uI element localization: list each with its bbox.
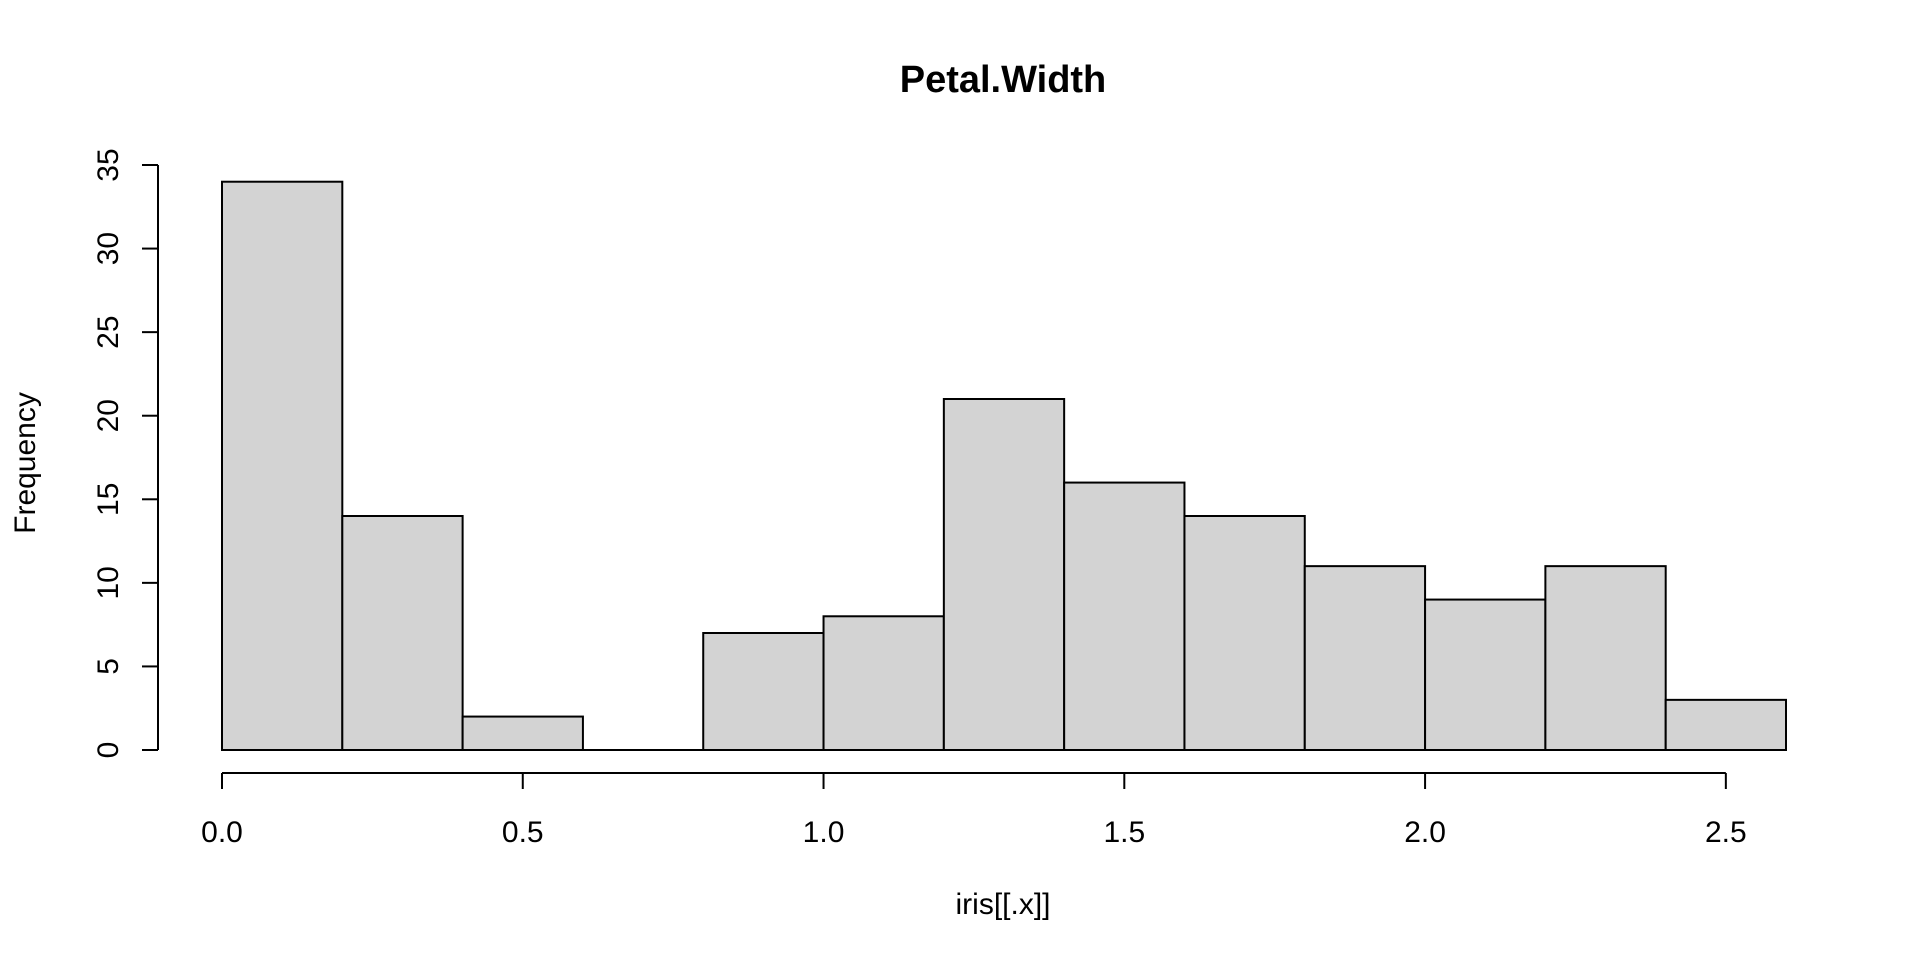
histogram-bar-1 xyxy=(341,515,464,751)
histogram-bar-2 xyxy=(461,715,584,751)
x-tick-label: 1.5 xyxy=(1103,816,1145,849)
y-tick-label: 15 xyxy=(92,483,125,516)
histogram-bar-11 xyxy=(1544,565,1667,752)
histogram-bar-9 xyxy=(1303,565,1427,752)
chart-title: Petal.Width xyxy=(900,59,1107,101)
histogram-bar-4 xyxy=(702,632,825,751)
y-tick-label: 35 xyxy=(92,148,125,181)
histogram-bar-0 xyxy=(221,180,344,751)
x-tick-label: 2.0 xyxy=(1404,816,1446,849)
histogram-bar-5 xyxy=(822,615,945,751)
y-axis-label: Frequency xyxy=(9,392,42,534)
y-axis: 0 5 10 15 20 25 30 35 xyxy=(92,148,159,759)
y-tick-label: 20 xyxy=(92,399,125,432)
x-tick-label: 0.5 xyxy=(502,816,544,849)
y-tick-label: 30 xyxy=(92,232,125,265)
histogram-bar-8 xyxy=(1183,515,1306,751)
x-tick-label: 0.0 xyxy=(201,816,243,849)
x-tick-label: 2.5 xyxy=(1705,816,1747,849)
bars-group xyxy=(221,180,1787,752)
histogram-bar-6 xyxy=(942,398,1066,751)
x-tick-label: 1.0 xyxy=(803,816,845,849)
x-axis-label: iris[[.x]] xyxy=(956,888,1051,921)
y-tick-label: 25 xyxy=(92,315,125,348)
y-tick-label: 5 xyxy=(92,658,125,675)
y-tick-label: 10 xyxy=(92,566,125,599)
histogram-bar-12 xyxy=(1664,698,1787,751)
histogram-bar-10 xyxy=(1424,598,1547,751)
y-tick-label: 0 xyxy=(92,742,125,759)
histogram-bar-7 xyxy=(1063,481,1186,751)
x-axis: 0.0 0.5 1.0 1.5 2.0 2.5 xyxy=(201,772,1747,849)
